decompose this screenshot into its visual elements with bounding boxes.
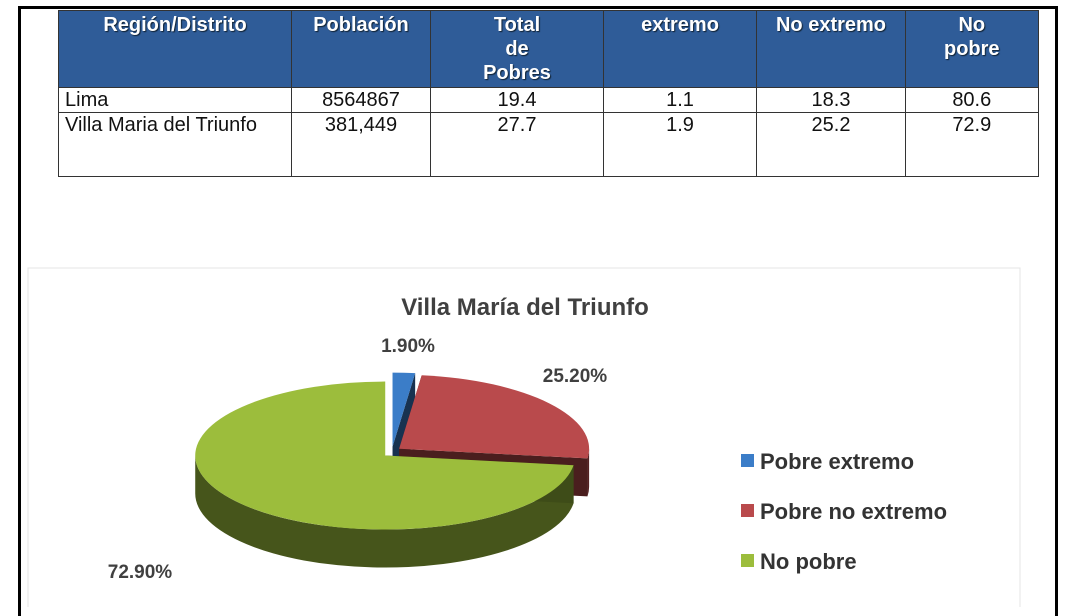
poverty-table: Región/Distrito Población Total de Pobre… bbox=[58, 10, 1039, 177]
header-cell: Región/Distrito bbox=[58, 10, 292, 88]
cell: Villa Maria del Triunfo bbox=[58, 112, 292, 177]
chart-title: Villa María del Triunfo bbox=[401, 294, 649, 321]
slice-side bbox=[587, 448, 590, 497]
legend-label: Pobre no extremo bbox=[760, 499, 947, 524]
data-label: 1.90% bbox=[381, 336, 435, 357]
slice bbox=[195, 381, 574, 530]
header-cell: No pobre bbox=[905, 10, 1039, 88]
cell: 27.7 bbox=[430, 112, 604, 177]
slice bbox=[399, 375, 590, 459]
header-cell: No extremo bbox=[756, 10, 906, 88]
slice bbox=[392, 372, 416, 447]
cell: 1.9 bbox=[603, 112, 757, 177]
row: Villa Maria del Triunfo 381,449 27.7 1.9… bbox=[58, 112, 1039, 177]
legend-label: No pobre bbox=[760, 549, 857, 574]
data-label: 25.20% bbox=[543, 366, 608, 387]
cell: Lima bbox=[58, 87, 292, 113]
cell: 25.2 bbox=[756, 112, 906, 177]
cell: 1.1 bbox=[603, 87, 757, 113]
cell: 80.6 bbox=[905, 87, 1039, 113]
cell-text: Villa Maria del Triunfo bbox=[65, 114, 257, 136]
frame bbox=[18, 6, 1058, 616]
cell: 8564867 bbox=[291, 87, 431, 113]
data-label: 72.90% bbox=[108, 562, 173, 583]
slice-side bbox=[195, 455, 574, 568]
legend-swatch bbox=[741, 454, 754, 467]
legend-swatch bbox=[741, 554, 754, 567]
cell: 381,449 bbox=[291, 112, 431, 177]
legend-swatch bbox=[741, 504, 754, 517]
row: Lima 8564867 19.4 1.1 18.3 80.6 bbox=[58, 87, 1039, 113]
cell: 18.3 bbox=[756, 87, 906, 113]
cell: 19.4 bbox=[430, 87, 604, 113]
chart-area bbox=[27, 267, 1021, 607]
header-cell: extremo bbox=[603, 10, 757, 88]
legend-label: Pobre extremo bbox=[760, 449, 914, 474]
cell: 72.9 bbox=[905, 112, 1039, 177]
